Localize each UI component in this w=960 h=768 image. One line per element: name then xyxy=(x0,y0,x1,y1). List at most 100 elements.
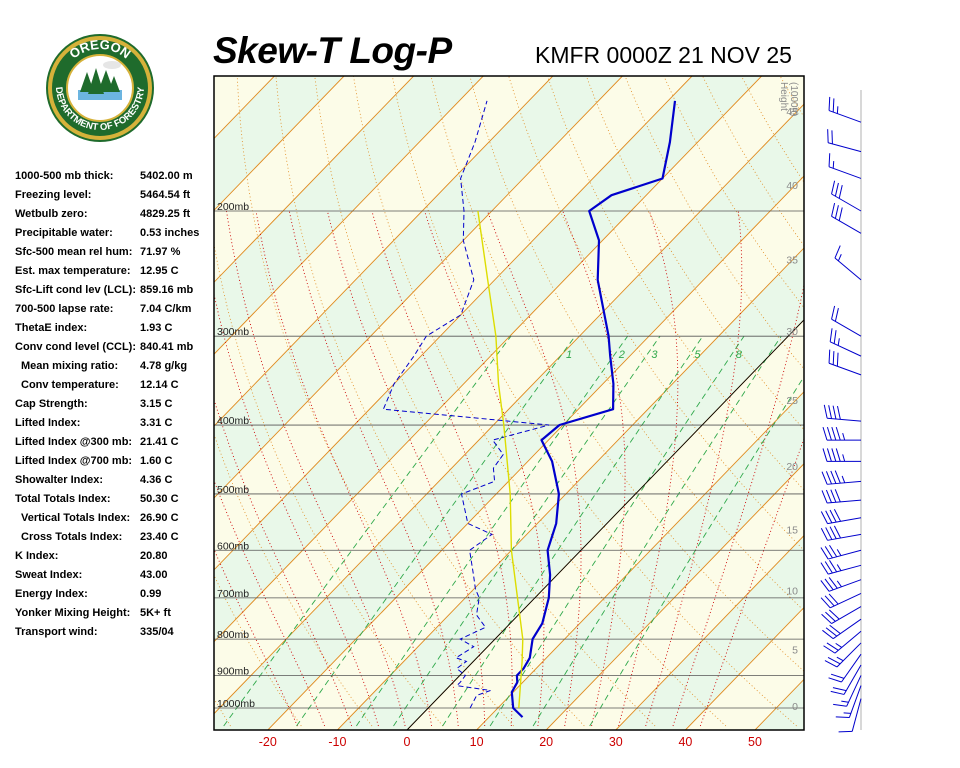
wind-barb-feather xyxy=(820,597,831,609)
wind-barb-feather xyxy=(831,202,836,217)
x-tick-label: 30 xyxy=(609,735,623,749)
isotherm-line xyxy=(825,76,960,730)
index-label: Transport wind: xyxy=(15,626,98,638)
wind-barb-feather xyxy=(820,562,829,575)
wind-barb-feather xyxy=(820,511,828,524)
mixing-ratio-line xyxy=(489,335,745,727)
pressure-labels: 200mb 300mb 400mb 500mb 600mb 700mb 800mb 900mb… xyxy=(217,201,255,710)
moist-adiabats xyxy=(214,210,804,727)
index-row: Vertical Totals Index: 26.90 C xyxy=(15,510,215,529)
wind-barb-half-feather xyxy=(837,338,840,346)
mixing-ratio-line xyxy=(532,335,782,727)
wind-barb-feather xyxy=(830,673,845,679)
dry-adiabat-line xyxy=(937,0,960,726)
index-label: ThetaE index: xyxy=(15,322,88,334)
dry-adiabat-line xyxy=(469,76,804,612)
wind-barb-feather xyxy=(832,405,837,420)
wind-barb-feather xyxy=(836,352,839,367)
wind-barb xyxy=(828,653,862,683)
wind-barb xyxy=(838,698,862,733)
isotherm-line xyxy=(337,247,804,730)
index-value: 43.00 xyxy=(140,569,168,581)
wind-barb-feather xyxy=(823,404,828,419)
index-value: 12.95 C xyxy=(140,265,179,277)
wind-barb-feather xyxy=(828,677,842,683)
wind-barb-staff xyxy=(827,533,862,541)
wind-barb-feather xyxy=(834,489,841,503)
wind-barb-feather xyxy=(820,527,828,541)
wind-barb-feather xyxy=(835,448,841,462)
pressure-label: 600mb xyxy=(217,540,249,552)
moist-adiabat-line xyxy=(255,210,433,727)
index-label: Wetbulb zero: xyxy=(15,208,88,220)
wind-barb-half-feather xyxy=(842,432,846,441)
index-label: Energy Index: xyxy=(15,588,88,600)
wind-barb-feather xyxy=(827,657,841,665)
wind-barb xyxy=(835,685,862,719)
dry-adiabat-line xyxy=(314,76,656,727)
index-label: 700-500 lapse rate: xyxy=(15,303,114,315)
index-row: Lifted Index @700 mb: 1.60 C xyxy=(15,453,215,472)
wind-barb-feather xyxy=(821,471,828,485)
wind-barb xyxy=(821,489,862,504)
wind-barb-feather xyxy=(825,510,833,524)
wind-barb xyxy=(828,153,862,179)
mixing-ratio-label: 3 xyxy=(651,349,658,361)
wind-barb-staff xyxy=(828,110,862,123)
pressure-label: 800mb xyxy=(217,629,249,641)
moist-adiabat-line xyxy=(424,210,545,727)
wind-barb xyxy=(822,426,861,441)
wind-barb-feather xyxy=(833,508,842,522)
index-label: Conv cond level (CCL): xyxy=(15,341,137,353)
index-value: 5464.54 ft xyxy=(140,189,191,201)
index-label: Cross Totals Index: xyxy=(21,531,123,543)
wind-barb-feather xyxy=(838,185,843,199)
index-value: 20.80 xyxy=(140,550,168,562)
wind-barb-staff xyxy=(827,499,862,504)
index-value: 5K+ ft xyxy=(140,607,171,619)
height-label: 5 xyxy=(792,644,798,656)
x-tick-label: -20 xyxy=(259,735,277,749)
wind-barb xyxy=(821,470,862,485)
wind-barb-staff xyxy=(829,341,862,357)
wind-barb xyxy=(831,180,862,212)
wind-barb-half-feather xyxy=(841,700,849,703)
wind-barb-feather xyxy=(834,182,839,197)
x-tick-label: -10 xyxy=(328,735,346,749)
wind-barb-staff xyxy=(828,564,862,575)
wind-barb-feather xyxy=(824,595,835,607)
index-row: Transport wind: 335/04 xyxy=(15,624,215,643)
wind-barb-staff xyxy=(827,480,862,485)
dry-adiabats xyxy=(214,0,960,727)
index-row: Sweat Index: 43.00 xyxy=(15,567,215,586)
index-label: Conv temperature: xyxy=(21,379,119,391)
station-time-label: KMFR 0000Z 21 NOV 25 xyxy=(535,42,792,68)
parcel-trace xyxy=(477,210,524,709)
wind-barb xyxy=(828,349,862,376)
dry-adiabat-line xyxy=(236,76,514,727)
wind-barb xyxy=(823,404,862,422)
index-label: Lifted Index: xyxy=(15,417,81,429)
isotherm-line xyxy=(214,103,804,715)
isotherm-line xyxy=(214,76,623,499)
index-row: Energy Index: 0.99 xyxy=(15,586,215,605)
index-label: 1000-500 mb thick: xyxy=(15,170,114,182)
index-value: 23.40 C xyxy=(140,531,179,543)
index-row: Est. max temperature: 12.95 C xyxy=(15,263,215,282)
wind-barb-feather xyxy=(828,349,831,364)
isotherm-line xyxy=(685,606,804,730)
wind-barb xyxy=(831,202,862,234)
wind-barbs xyxy=(820,96,862,733)
index-row: Sfc-Lift cond lev (LCL): 859.16 mb xyxy=(15,282,215,301)
index-row: Precipitable water: 0.53 inches xyxy=(15,225,215,244)
wind-barb-feather xyxy=(831,448,837,462)
height-label: 45 xyxy=(786,106,798,118)
index-row: Cross Totals Index: 23.40 C xyxy=(15,529,215,548)
wind-barb-feather xyxy=(824,578,834,591)
index-row: Conv temperature: 12.14 C xyxy=(15,377,215,396)
height-label: 10 xyxy=(786,585,798,597)
height-label: 20 xyxy=(786,461,798,473)
wind-barb-half-feather xyxy=(836,580,842,588)
